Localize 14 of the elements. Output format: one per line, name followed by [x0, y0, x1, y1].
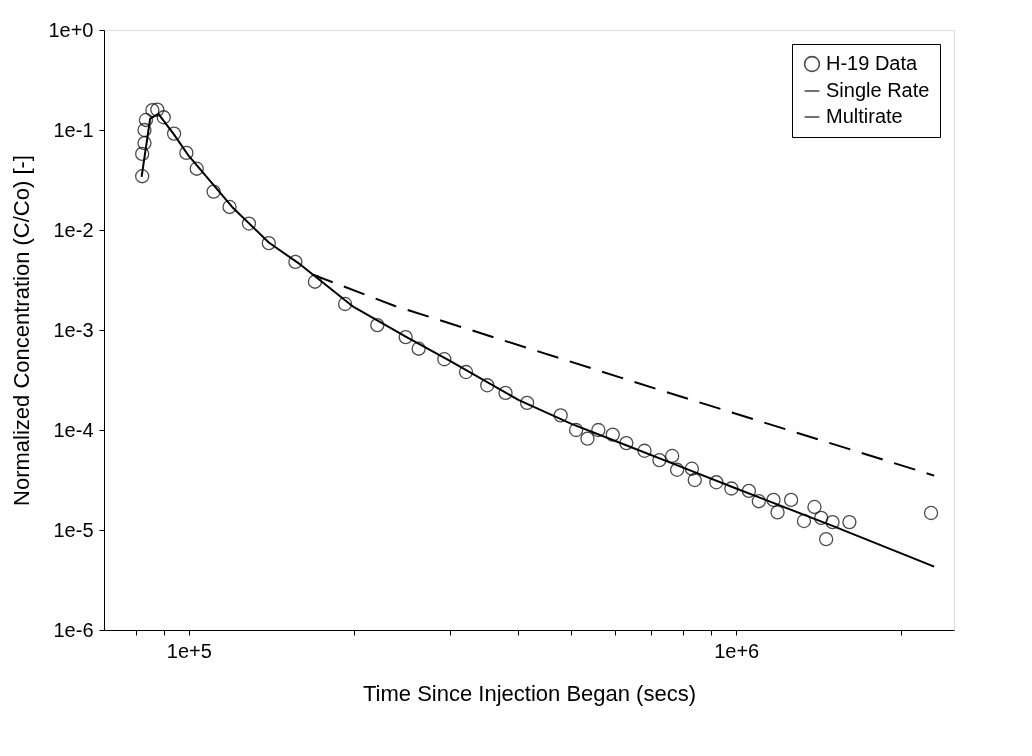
legend-label: H-19 Data: [826, 52, 919, 74]
y-tick-label: 1e-2: [53, 218, 94, 241]
x-tick-label: 1e+6: [714, 639, 760, 662]
y-axis-title: Normalized Concentration (C/Co) [-]: [9, 155, 35, 506]
y-tick-label: 1e-1: [53, 118, 94, 141]
y-tick-label: 1e-6: [53, 618, 94, 641]
x-axis-title: Time Since Injection Began (secs): [363, 680, 696, 706]
legend-label: Multirate: [826, 105, 903, 127]
x-tick-label: 1e+5: [166, 639, 212, 662]
y-tick-label: 1e-4: [53, 418, 94, 441]
y-tick-label: 1e-5: [53, 518, 94, 541]
legend-label: Single Rate: [826, 79, 930, 101]
y-tick-label: 1e-3: [53, 318, 94, 341]
y-tick-label: 1e+0: [48, 18, 94, 41]
